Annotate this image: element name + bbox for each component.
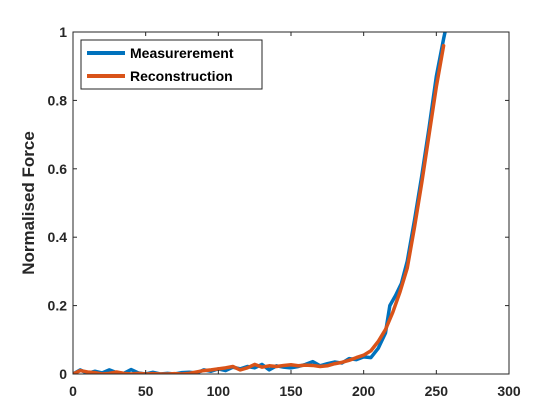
y-tick-label: 0.8 bbox=[48, 92, 68, 108]
x-tick-label: 250 bbox=[425, 383, 449, 399]
legend: Measurerement Reconstruction bbox=[80, 39, 263, 90]
x-tick-label: 150 bbox=[279, 383, 303, 399]
y-axis: 0 0.2 0.4 0.6 0.8 1 bbox=[48, 24, 509, 382]
y-axis-title: Normalised Force bbox=[19, 131, 38, 275]
legend-box bbox=[80, 39, 263, 90]
x-tick-label: 0 bbox=[69, 383, 77, 399]
x-tick-label: 50 bbox=[138, 383, 154, 399]
x-tick-label: 200 bbox=[352, 383, 376, 399]
legend-label-measurement: Measurerement bbox=[130, 45, 234, 61]
y-tick-label: 0 bbox=[59, 366, 67, 382]
y-tick-label: 1 bbox=[59, 24, 67, 40]
x-axis: 0 50 100 150 200 250 300 bbox=[69, 32, 521, 399]
x-tick-label: 100 bbox=[207, 383, 231, 399]
legend-label-reconstruction: Reconstruction bbox=[130, 68, 233, 84]
y-tick-label: 0.2 bbox=[48, 298, 68, 314]
x-tick-label: 300 bbox=[497, 383, 521, 399]
y-tick-label: 0.6 bbox=[48, 161, 68, 177]
y-tick-label: 0.4 bbox=[48, 229, 68, 245]
